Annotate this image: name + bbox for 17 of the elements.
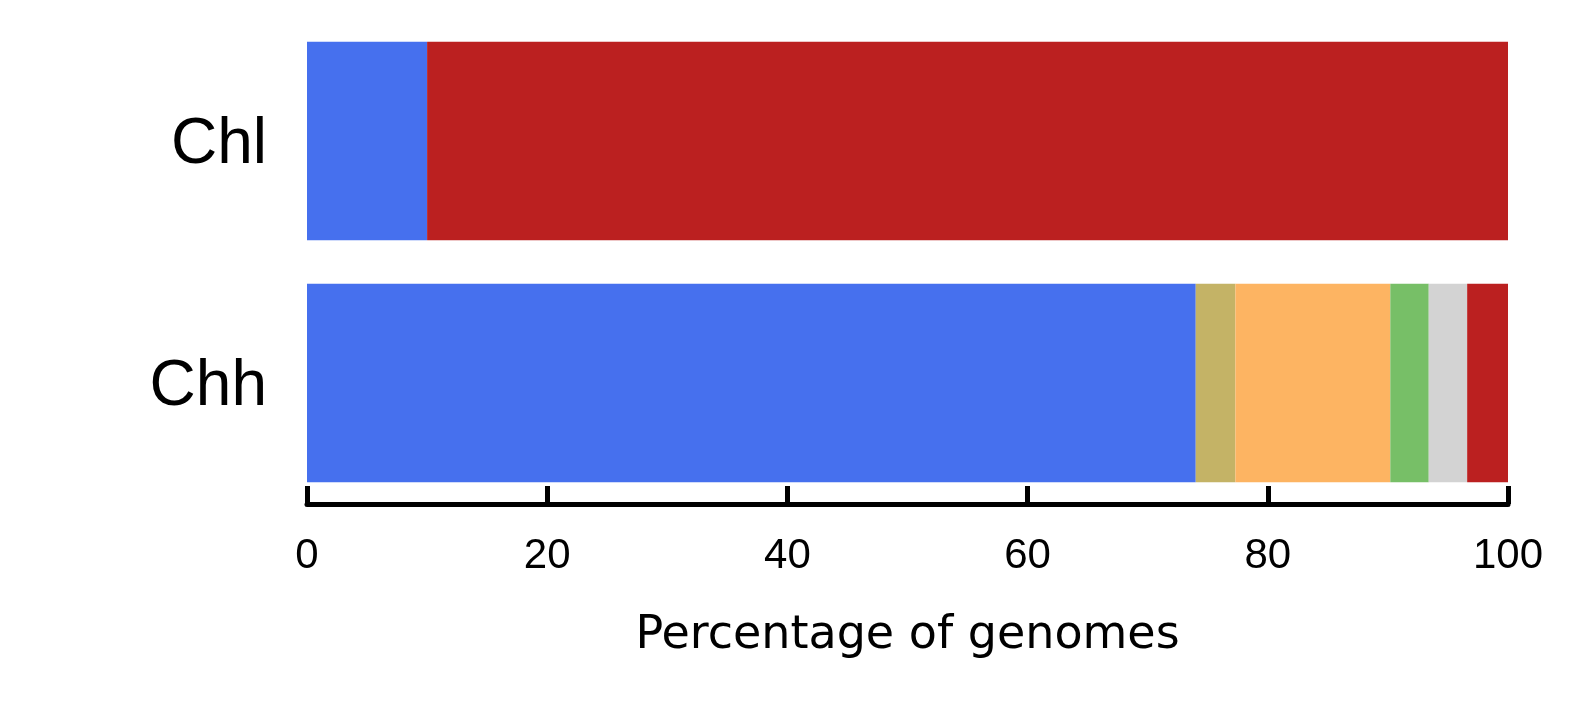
x-tick-label: 100 [1472,529,1544,577]
x-tick-label: 40 [764,529,811,577]
bar [307,41,428,241]
bar [427,41,1508,241]
y-tick-label: Chh [149,347,267,419]
bar [1428,283,1468,483]
y-tick-label: Chl [170,105,267,177]
bar [1195,283,1236,483]
x-tick-label: 20 [523,529,571,577]
bar [1390,283,1429,483]
x-tick-label: 80 [1244,529,1292,577]
x-axis-title: Percentage of genomes [635,605,1180,659]
bar [1467,283,1508,483]
x-tick-label: 60 [1004,529,1051,577]
x-tick-label: 0 [295,529,319,577]
bar [307,283,1196,483]
bar [1235,283,1391,483]
